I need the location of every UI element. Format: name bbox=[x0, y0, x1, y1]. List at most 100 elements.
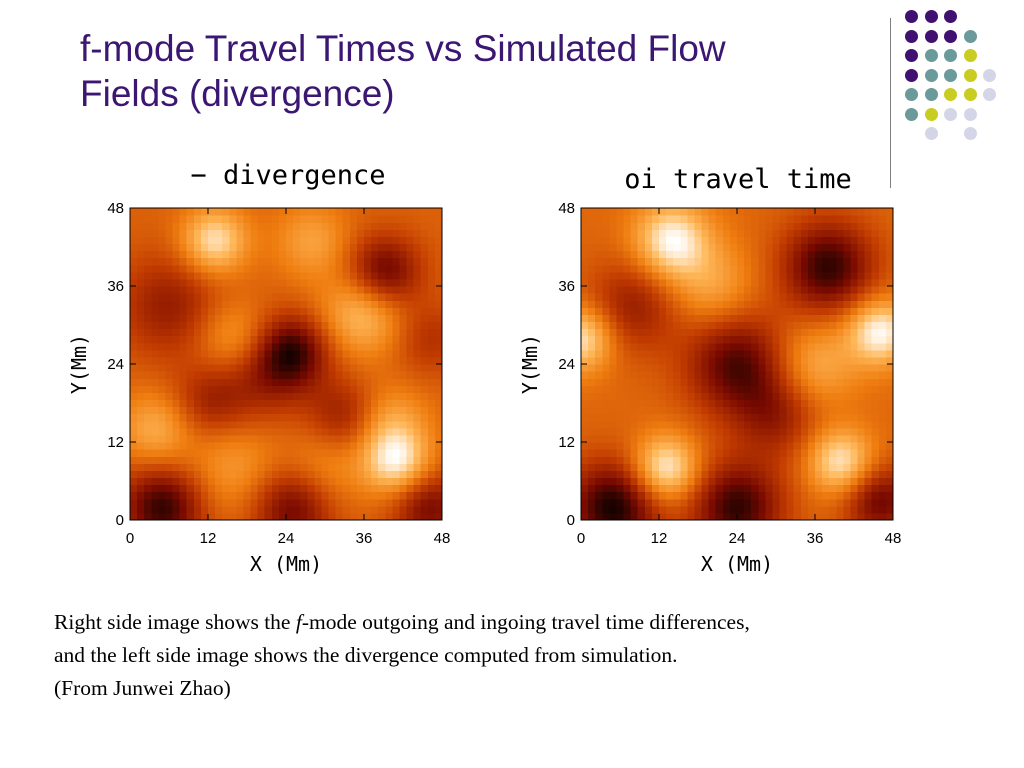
heatmap-cell bbox=[850, 427, 859, 436]
heatmap-cell bbox=[715, 442, 724, 450]
heatmap-cell bbox=[215, 250, 223, 259]
heatmap-cell bbox=[151, 406, 159, 415]
heatmap-cell bbox=[278, 208, 287, 216]
heatmap-cell bbox=[807, 222, 816, 230]
heatmap-cell bbox=[758, 307, 766, 315]
decor-dot-yellow bbox=[944, 88, 957, 101]
heatmap-cell bbox=[413, 250, 422, 259]
heatmap-cell bbox=[878, 463, 887, 471]
heatmap-cell bbox=[779, 229, 788, 237]
heatmap-cell bbox=[286, 512, 294, 521]
heatmap-cell bbox=[250, 243, 259, 252]
heatmap-cell bbox=[637, 314, 646, 323]
heatmap-cell bbox=[744, 264, 752, 273]
heatmap-cell bbox=[659, 307, 667, 315]
heatmap-cell bbox=[200, 278, 209, 287]
heatmap-cell bbox=[843, 314, 852, 323]
heatmap-cell bbox=[186, 286, 195, 294]
heatmap-cell bbox=[815, 208, 823, 216]
heatmap-cell bbox=[215, 321, 223, 330]
heatmap-cell bbox=[293, 229, 301, 237]
heatmap-cell bbox=[434, 314, 443, 323]
heatmap-cell bbox=[885, 491, 894, 500]
heatmap-cell bbox=[335, 229, 344, 237]
heatmap-cell bbox=[229, 371, 237, 379]
heatmap-cell bbox=[815, 222, 823, 230]
heatmap-cell bbox=[715, 208, 724, 216]
heatmap-cell bbox=[193, 356, 202, 365]
heatmap-cell bbox=[765, 364, 774, 372]
heatmap-cell bbox=[286, 349, 294, 358]
heatmap-cell bbox=[172, 442, 181, 450]
heatmap-cell bbox=[130, 229, 138, 237]
heatmap-cell bbox=[371, 321, 379, 330]
heatmap-cell bbox=[413, 300, 422, 308]
heatmap-cell bbox=[800, 215, 809, 223]
heatmap-cell bbox=[200, 257, 209, 266]
heatmap-cell bbox=[786, 427, 795, 436]
heatmap-cell bbox=[659, 293, 667, 301]
heatmap-cell bbox=[356, 250, 365, 259]
heatmap-cell bbox=[715, 512, 724, 521]
heatmap-cell bbox=[623, 335, 632, 344]
heatmap-cell bbox=[857, 215, 866, 223]
heatmap-cell bbox=[829, 427, 837, 436]
heatmap-cell bbox=[179, 286, 188, 294]
heatmap-cell bbox=[434, 512, 443, 521]
heatmap-cell bbox=[815, 413, 823, 422]
heatmap-cell bbox=[630, 278, 639, 287]
heatmap-cell bbox=[321, 505, 330, 514]
heatmap-cell bbox=[772, 243, 781, 252]
heatmap-cell bbox=[701, 271, 710, 280]
heatmap-cell bbox=[151, 278, 159, 287]
heatmap-cell bbox=[822, 271, 830, 280]
heatmap-cell bbox=[364, 250, 372, 259]
heatmap-cell bbox=[158, 512, 167, 521]
heatmap-cell bbox=[222, 243, 230, 252]
heatmap-cell bbox=[151, 307, 159, 315]
heatmap-cell bbox=[208, 293, 216, 301]
heatmap-cell bbox=[729, 215, 738, 223]
heatmap-cell bbox=[729, 364, 738, 372]
heatmap-cell bbox=[772, 328, 781, 337]
heatmap-cell bbox=[427, 442, 436, 450]
heatmap-cell bbox=[215, 356, 223, 365]
heatmap-cell bbox=[229, 449, 237, 457]
heatmap-cell bbox=[737, 399, 745, 408]
heatmap-cell bbox=[172, 378, 181, 386]
heatmap-cell bbox=[737, 385, 745, 393]
heatmap-cell bbox=[765, 208, 774, 216]
heatmap-cell bbox=[392, 286, 401, 294]
heatmap-cell bbox=[708, 477, 717, 486]
heatmap-cell bbox=[307, 413, 315, 422]
heatmap-cell bbox=[179, 293, 188, 301]
heatmap-cell bbox=[637, 371, 646, 379]
heatmap-cell bbox=[871, 505, 880, 514]
heatmap-cell bbox=[722, 300, 731, 308]
heatmap-cell bbox=[623, 364, 632, 372]
heatmap-cell bbox=[286, 498, 294, 507]
heatmap-cell bbox=[871, 243, 880, 252]
heatmap-cell bbox=[293, 392, 301, 401]
heatmap-cell bbox=[673, 215, 681, 223]
heatmap-cell bbox=[399, 399, 408, 408]
heatmap-cell bbox=[179, 498, 188, 507]
heatmap-cell bbox=[349, 314, 358, 323]
heatmap-cell bbox=[715, 243, 724, 252]
heatmap-cell bbox=[737, 406, 745, 415]
heatmap-cell bbox=[314, 271, 323, 280]
heatmap-cell bbox=[765, 392, 774, 401]
heatmap-cell bbox=[843, 491, 852, 500]
heatmap-cell bbox=[772, 484, 781, 493]
heatmap-cell bbox=[172, 512, 181, 521]
heatmap-cell bbox=[729, 335, 738, 344]
heatmap-cell bbox=[208, 250, 216, 259]
heatmap-cell bbox=[314, 349, 323, 358]
heatmap-cell bbox=[200, 271, 209, 280]
heatmap-cell bbox=[335, 314, 344, 323]
heatmap-cell bbox=[158, 498, 167, 507]
heatmap-cell bbox=[229, 364, 237, 372]
heatmap-cell bbox=[807, 307, 816, 315]
heatmap-cell bbox=[179, 385, 188, 393]
heatmap-cell bbox=[772, 356, 781, 365]
